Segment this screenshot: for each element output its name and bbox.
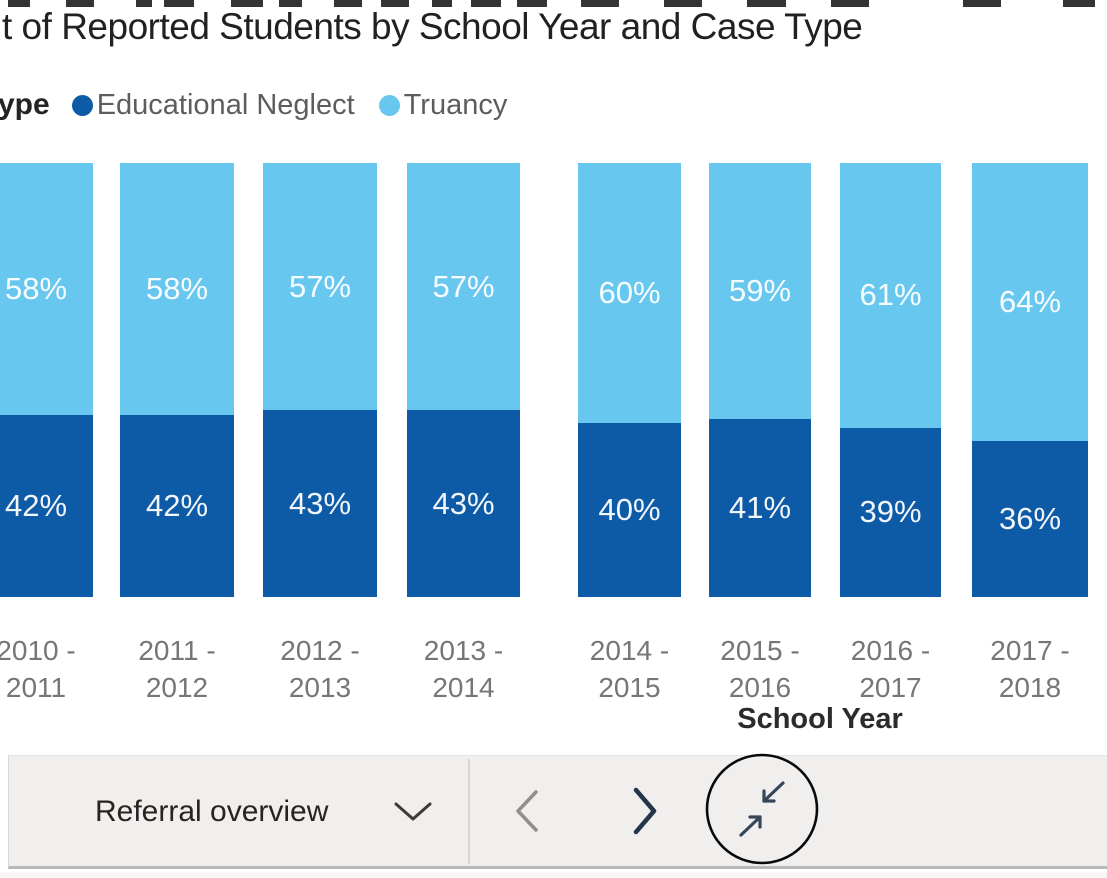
page-selector-button[interactable]: Referral overview [35, 756, 432, 867]
educational-neglect-segment[interactable]: 43% [407, 410, 520, 597]
bar-2015-2016: 59% 41% [709, 163, 811, 597]
educational-neglect-value-label: 40% [598, 492, 661, 528]
legend-item-truancy[interactable]: Truancy [378, 88, 508, 122]
educational-neglect-segment[interactable]: 42% [0, 414, 93, 597]
truancy-segment[interactable]: 64% [972, 163, 1088, 441]
legend-dot-educational-neglect-icon [71, 94, 93, 116]
truancy-value-label: 58% [4, 270, 68, 306]
chart-title: t of Reported Students by School Year an… [2, 6, 863, 47]
legend-label: Truancy [403, 88, 508, 121]
cropped-text-fragment [517, 0, 547, 7]
truancy-segment[interactable]: 59% [709, 163, 811, 420]
chevron-left-icon[interactable] [514, 789, 540, 833]
cropped-text-fragment [581, 0, 619, 7]
educational-neglect-value-label: 43% [288, 485, 352, 521]
bar-2014-2015: 60% 40% [578, 163, 681, 597]
truancy-value-label: 57% [432, 268, 495, 304]
educational-neglect-segment[interactable]: 39% [840, 427, 941, 597]
bar-2011-2012: 58% 42% [120, 163, 234, 597]
toolbar-divider [468, 759, 470, 864]
truancy-segment[interactable]: 57% [263, 163, 377, 411]
bar-2012-2013: 57% 43% [263, 163, 377, 597]
cropped-text-fragment [664, 0, 702, 7]
cropped-text-fragment [279, 0, 302, 7]
legend-item-educational-neglect[interactable]: Educational Neglect [71, 88, 355, 122]
x-tick-label: 2011 - 2012 [138, 635, 216, 703]
cropped-text-fragment [831, 0, 869, 7]
current-page-label: Referral overview [95, 794, 329, 828]
educational-neglect-segment[interactable]: 36% [972, 440, 1088, 597]
truancy-segment[interactable]: 57% [407, 163, 520, 411]
x-tick-label: 2010 - 2011 [0, 635, 76, 703]
x-tick-label: 2014 - 2015 [589, 635, 670, 703]
educational-neglect-value-label: 43% [432, 485, 495, 521]
cropped-text-fragment [471, 0, 501, 7]
x-tick-label: 2017 - 2018 [990, 635, 1070, 703]
x-tick-label: 2015 - 2016 [720, 635, 800, 703]
cropped-text-fragment [1063, 0, 1095, 7]
truancy-segment[interactable]: 58% [120, 163, 234, 415]
legend-title: ype [0, 88, 50, 121]
truancy-segment[interactable]: 58% [0, 163, 93, 415]
cropped-text-fragment [164, 0, 194, 7]
x-axis-title: School Year [737, 703, 903, 735]
bar-2016-2017: 61% 39% [840, 163, 941, 597]
legend-dot-truancy-icon [378, 94, 400, 116]
truancy-value-label: 61% [859, 277, 922, 313]
cropped-text-fragment [381, 0, 409, 7]
x-tick-label: 2013 - 2014 [423, 635, 504, 703]
cropped-text-fragment [231, 0, 263, 7]
educational-neglect-value-label: 42% [145, 487, 209, 523]
educational-neglect-segment[interactable]: 40% [578, 423, 681, 597]
cropped-text-fragment [747, 0, 786, 7]
exit-focus-mode-icon[interactable] [703, 752, 821, 868]
educational-neglect-segment[interactable]: 41% [709, 419, 811, 597]
bar-2013-2014: 57% 43% [407, 163, 520, 597]
truancy-value-label: 59% [728, 273, 792, 309]
truancy-value-label: 64% [998, 283, 1062, 319]
chevron-down-icon[interactable] [393, 800, 433, 824]
page-navigation-toolbar: Referral overview [8, 752, 1107, 869]
educational-neglect-value-label: 42% [4, 487, 68, 523]
bar-2010-2011: 58% 42% [0, 163, 93, 597]
bar-2017-2018: 64% 36% [972, 163, 1088, 597]
chevron-right-icon[interactable] [631, 787, 659, 835]
cropped-text-fragment [334, 0, 362, 7]
stacked-bar-plot: 58% 42% 2010 - 2011 58% 42% 2011 - 2012 57% 43%… [0, 163, 1088, 703]
toolbar-bottom-strip [0, 872, 1107, 878]
cropped-text-fragment [66, 0, 94, 7]
x-tick-label: 2012 - 2013 [280, 635, 360, 703]
truancy-value-label: 57% [288, 268, 352, 304]
legend-label: Educational Neglect [96, 88, 355, 121]
educational-neglect-segment[interactable]: 43% [263, 410, 377, 597]
chart-legend: ype Educational Neglect Truancy [0, 88, 531, 122]
x-tick-label: 2016 - 2017 [850, 635, 931, 703]
annotation-circle [705, 753, 819, 865]
educational-neglect-value-label: 41% [728, 490, 792, 526]
educational-neglect-value-label: 39% [859, 494, 922, 530]
truancy-segment[interactable]: 60% [578, 163, 681, 424]
educational-neglect-value-label: 36% [998, 500, 1062, 536]
educational-neglect-segment[interactable]: 42% [120, 414, 234, 597]
cropped-text-fragment [8, 0, 30, 7]
truancy-value-label: 60% [598, 275, 661, 311]
truancy-value-label: 58% [145, 270, 209, 306]
cropped-text-fragment [963, 0, 1001, 7]
cropped-text-fragment [136, 0, 152, 7]
truancy-segment[interactable]: 61% [840, 163, 941, 428]
cropped-text-fragment [432, 0, 452, 7]
